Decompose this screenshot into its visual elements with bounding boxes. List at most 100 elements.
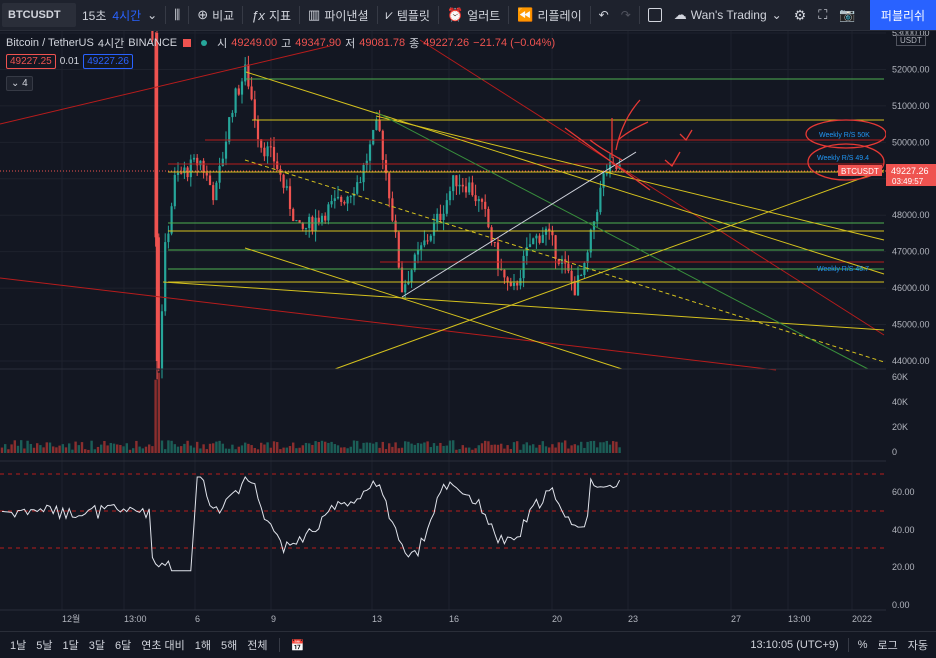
ask-price-button[interactable]: 49227.26 <box>83 54 133 69</box>
volume-bar <box>295 448 298 453</box>
chevron-down-icon: ⌄ <box>771 8 782 22</box>
snapshot-button[interactable]: 📷 <box>833 0 861 30</box>
range-6m-button[interactable]: 6달 <box>115 640 132 652</box>
templates-button[interactable]: ⩗ 템플릿 <box>380 0 436 30</box>
volume-bar <box>532 444 535 453</box>
volume-bar <box>77 445 80 453</box>
publish-button[interactable]: 퍼블리쉬 <box>870 0 936 30</box>
legend-title[interactable]: Bitcoin / TetherUS <box>6 37 94 49</box>
range-5d-button[interactable]: 5날 <box>36 640 53 652</box>
candle-body <box>496 242 500 269</box>
range-3m-button[interactable]: 3달 <box>88 640 105 652</box>
volume-bar <box>231 444 234 453</box>
candle-body <box>218 165 221 183</box>
volume-bar <box>192 447 196 453</box>
fullscreen-layout-button[interactable] <box>642 0 668 30</box>
range-5y-button[interactable]: 5해 <box>221 640 238 652</box>
layout-name-button[interactable]: ☁ Wan's Trading ⌄ <box>668 0 788 30</box>
candle-body <box>272 146 276 162</box>
volume-bar <box>93 449 96 453</box>
candle-body <box>164 242 167 312</box>
candle-body <box>311 216 314 231</box>
compare-button[interactable]: ⊕ 비교 <box>191 0 240 30</box>
volume-bar <box>612 441 615 453</box>
date-range-button[interactable]: 📅 <box>286 639 310 652</box>
bid-price-button[interactable]: 49227.25 <box>6 54 56 69</box>
templates-label: 템플릿 <box>396 8 430 23</box>
symbol-search-button[interactable]: BTCUSDT <box>2 3 76 27</box>
log-scale-button[interactable]: 로그 <box>877 640 898 652</box>
volume-bar <box>109 442 112 453</box>
candle-body <box>516 282 519 286</box>
divider <box>508 6 510 24</box>
time-tick: 23 <box>628 614 638 624</box>
volume-bar <box>448 440 452 453</box>
candle-body <box>324 215 327 221</box>
candle-body <box>426 240 429 242</box>
volume-bar <box>368 442 372 453</box>
chart-type-button[interactable]: ⫼ <box>168 0 186 30</box>
price-chart-area[interactable]: Weekly R/S 50K Weekly R/S 49.4 Weekly R/… <box>0 31 936 631</box>
candle-body <box>151 31 154 41</box>
candle-body <box>541 234 544 243</box>
volume-bar <box>423 442 426 453</box>
change-value: −21.74 (−0.04%) <box>473 37 556 49</box>
replay-button[interactable]: ⏪ 리플레이 <box>511 0 587 30</box>
candle-body <box>548 228 551 231</box>
currency-badge[interactable]: USDT <box>896 35 926 46</box>
volume-bar <box>84 449 87 453</box>
range-1m-button[interactable]: 1달 <box>62 640 79 652</box>
redo-button[interactable]: ↷ <box>615 0 637 30</box>
candle-body <box>212 185 215 201</box>
candle-body <box>330 201 333 205</box>
undo-button[interactable]: ↶ <box>593 0 615 30</box>
auto-scale-button[interactable]: 자동 <box>907 640 928 652</box>
financials-button[interactable]: ▥ 파이낸셜 <box>302 0 374 30</box>
spread-value: 0.01 <box>59 56 80 67</box>
indicators-button[interactable]: ƒx 지표 <box>245 0 297 30</box>
volume-bar <box>560 442 564 453</box>
volume-bar <box>138 446 141 453</box>
volume-bar <box>407 441 410 453</box>
interval-4h-button[interactable]: 4시간 ⌄ <box>112 0 163 30</box>
volume-bar <box>189 445 192 453</box>
volume-bar <box>496 444 500 453</box>
candle-body <box>599 187 602 213</box>
divider <box>242 6 244 24</box>
range-1y-button[interactable]: 1해 <box>194 640 212 652</box>
cloud-icon: ☁ <box>673 7 687 22</box>
timezone-button[interactable]: 13:10:05 (UTC+9) <box>750 639 839 651</box>
expand-button[interactable]: ⛶ <box>812 0 833 30</box>
volume-bar <box>13 440 16 453</box>
candle-body <box>372 129 375 145</box>
bookmark-icon[interactable] <box>183 39 192 47</box>
settings-button[interactable]: ⚙ <box>788 0 813 30</box>
plus-circle-icon: ⊕ <box>197 7 209 22</box>
volume-bar <box>205 449 208 453</box>
percent-scale-button[interactable]: % <box>857 639 868 651</box>
volume-bar <box>602 442 605 453</box>
candle-body <box>349 196 352 198</box>
time-axis[interactable]: 12월 13:00 6 9 13 16 20 23 27 13:00 2022 <box>62 613 872 624</box>
alert-button[interactable]: ⏰ 얼러트 <box>441 0 506 30</box>
channel-line-yellow <box>245 71 885 275</box>
volume-bar <box>493 444 496 453</box>
volume-bar <box>96 446 100 453</box>
range-ytd-button[interactable]: 연초 대비 <box>141 640 185 652</box>
range-all-button[interactable]: 전체 <box>247 640 268 652</box>
range-1d-button[interactable]: 1날 <box>10 640 27 652</box>
volume-bar <box>429 447 432 453</box>
candle-body <box>484 201 487 209</box>
candle-body <box>180 172 183 174</box>
redo-icon: ↷ <box>620 8 631 22</box>
price-axis[interactable] <box>886 31 936 631</box>
candle-body <box>525 247 528 256</box>
candle-body <box>250 86 253 100</box>
volume-bar <box>128 449 132 453</box>
volume-bar <box>541 441 544 453</box>
interval-15s-button[interactable]: 15초 <box>76 0 112 30</box>
volume-bar <box>413 444 416 453</box>
indicators-collapse-button[interactable]: ⌄ 4 <box>6 76 33 91</box>
volume-bar <box>122 446 125 453</box>
volume-bar <box>554 447 557 453</box>
